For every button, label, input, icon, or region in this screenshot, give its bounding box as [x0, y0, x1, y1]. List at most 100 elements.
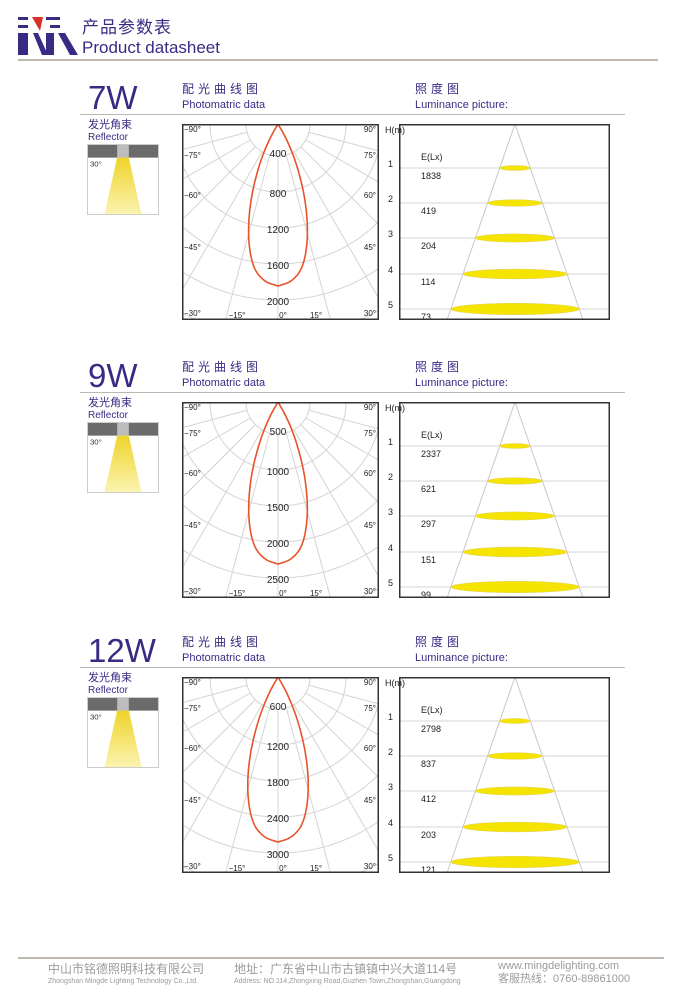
grid-ring: [182, 498, 379, 543]
grid-radial-line: [293, 151, 379, 300]
grid-radial-line: [182, 424, 256, 499]
grid-radial-line: [293, 429, 379, 578]
ring-value-label: 1200: [267, 225, 290, 236]
company-logo: [18, 17, 78, 55]
footer-website[interactable]: www.mingdelighting.com: [498, 960, 620, 972]
angle-label: −60°: [184, 191, 201, 200]
wattage-label: 9W: [88, 357, 138, 394]
lux-value: 121: [421, 865, 436, 875]
polar-intensity-chart: 600 1200 1800 2400 3000 −90° −75° −60° −45° −30° 9…: [182, 677, 379, 873]
lux-value: 837: [421, 759, 436, 769]
ring-value-label: 1500: [267, 503, 290, 514]
illuminance-spot: [475, 233, 555, 243]
grid-radial-line: [224, 432, 271, 598]
height-value: 2: [388, 747, 393, 757]
intensity-curve: [246, 677, 310, 843]
luminance-title-cn: 照度图: [415, 82, 464, 96]
ring-value-label: 1200: [267, 742, 290, 753]
lux-value: 203: [421, 830, 436, 840]
height-value: 2: [388, 472, 393, 482]
angle-label: −15°: [229, 589, 246, 598]
grid-radial-line: [224, 154, 271, 320]
photometric-title-en: Photomatric data: [182, 652, 266, 664]
header-divider: [18, 59, 658, 61]
reflector-label-cn: 发光角束: [88, 119, 132, 131]
illuminance-spot: [487, 752, 543, 760]
grid-radial-line: [182, 429, 263, 569]
lux-value: 621: [421, 484, 436, 494]
beam-angle-label: 30°: [90, 437, 102, 446]
illuminance-spot: [462, 546, 568, 558]
ring-value-label: 1600: [267, 261, 290, 272]
reflector-label-cn: 发光角束: [88, 672, 132, 684]
intensity-curve: [247, 124, 309, 287]
angle-label: −45°: [184, 243, 201, 252]
footer-hotline: 客服热线：0760-89861000: [498, 973, 631, 985]
reflector-label-en: Reflector: [88, 132, 129, 143]
grid-radial-line: [300, 699, 379, 779]
lux-value: 151: [421, 555, 436, 565]
angle-label: 45°: [364, 243, 376, 252]
angle-label: −60°: [184, 469, 201, 478]
lux-axis-label: E(Lx): [421, 705, 443, 715]
photometric-title-cn: 配光曲线图: [182, 360, 263, 374]
grid-radial-line: [182, 409, 248, 429]
footer-divider: [18, 957, 664, 959]
grid-ring: [182, 545, 379, 579]
grid-radial-line: [300, 424, 379, 504]
angle-label: −30°: [184, 309, 201, 318]
grid-radial-line: [285, 154, 332, 320]
angle-label: 60°: [364, 744, 376, 753]
footer-address-en: Address: NO.114,Zhongxing Road,Guzhen To…: [234, 978, 461, 985]
angle-label: −90°: [184, 125, 201, 134]
grid-ring: [182, 267, 379, 301]
illuminance-spot: [499, 718, 531, 724]
grid-radial-line: [182, 699, 256, 774]
polar-intensity-chart: 500 1000 1500 2000 2500 −90° −75° −60° −45° −30° 9…: [182, 402, 379, 598]
angle-label: −75°: [184, 704, 201, 713]
diagram-frame: [399, 124, 610, 320]
grid-radial-line: [308, 131, 379, 152]
angle-label: −75°: [184, 429, 201, 438]
illuminance-spot: [450, 303, 580, 315]
reflector-beam-diagram: 30°: [87, 697, 159, 768]
illuminance-spot: [475, 786, 555, 796]
section-9w: 9W 配光曲线图 Photomatric data 照度图 Luminance …: [0, 358, 700, 608]
ring-value-label: 400: [270, 149, 287, 160]
angle-label: −75°: [184, 151, 201, 160]
footer-company-en: Zhongshan Mingde Lighting Technology Co.…: [48, 978, 199, 985]
angle-label: −60°: [184, 744, 201, 753]
angle-label: 75°: [364, 704, 376, 713]
illuminance-spot: [475, 511, 555, 521]
angle-label: 15°: [310, 864, 322, 873]
angle-label: 30°: [364, 862, 376, 871]
ring-value-label: 600: [270, 702, 287, 713]
grid-radial-line: [182, 139, 251, 180]
angle-label: 15°: [310, 589, 322, 598]
cone-edge: [446, 402, 516, 599]
ring-value-label: 1800: [267, 778, 290, 789]
reflector-beam-diagram: 30°: [87, 422, 159, 493]
luminance-title-cn: 照度图: [415, 635, 464, 649]
illuminance-spot: [450, 581, 580, 593]
height-value: 1: [388, 712, 393, 722]
photometric-title-en: Photomatric data: [182, 377, 266, 389]
lux-value: 204: [421, 241, 436, 251]
height-value: 5: [388, 300, 393, 310]
lux-value: 297: [421, 519, 436, 529]
illuminance-spot: [499, 165, 531, 171]
angle-label: 15°: [310, 311, 322, 320]
polar-intensity-chart: 400 800 1200 1600 2000 −90° −75° −60° −45° −30° 90…: [182, 124, 379, 320]
grid-radial-line: [293, 704, 379, 853]
illuminance-spot: [487, 199, 543, 207]
grid-radial-line: [285, 432, 332, 598]
footer-address-cn: 地址：广东省中山市古镇镇中兴大道114号: [234, 962, 458, 976]
grid-radial-line: [182, 704, 263, 844]
lux-value: 2337: [421, 449, 441, 459]
grid-ring: [182, 149, 379, 229]
grid-ring: [182, 702, 379, 782]
illuminance-spot: [487, 477, 543, 485]
angle-label: 0°: [279, 311, 287, 320]
illuminance-spot: [450, 856, 580, 868]
photometric-title-cn: 配光曲线图: [182, 635, 263, 649]
